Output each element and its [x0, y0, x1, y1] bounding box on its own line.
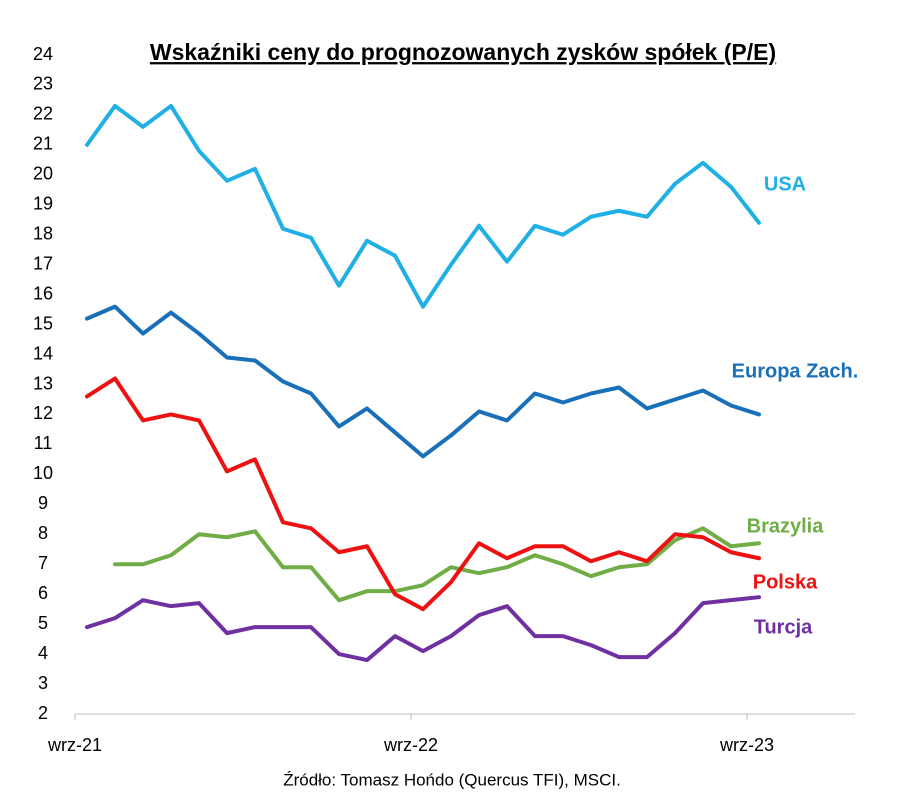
y-tick-label: 22 — [33, 104, 53, 124]
y-tick-label: 12 — [33, 403, 53, 423]
series-line — [85, 376, 761, 612]
y-tick-label: 16 — [33, 283, 53, 303]
y-tick-label: 23 — [33, 74, 53, 94]
y-tick-label: 24 — [33, 44, 53, 64]
y-tick-label: 3 — [38, 673, 48, 693]
x-tick-label: wrz-23 — [719, 735, 774, 755]
series-line — [85, 304, 761, 459]
series-line — [85, 595, 761, 663]
x-tick-label: wrz-21 — [47, 735, 102, 755]
y-tick-label: 11 — [34, 433, 53, 453]
source-note: Źródło: Tomasz Hońdo (Quercus TFI), MSCI… — [283, 770, 621, 789]
y-tick-label: 6 — [38, 583, 48, 603]
series-label: USA — [764, 173, 806, 195]
series-line — [85, 103, 761, 309]
y-tick-label: 8 — [38, 523, 48, 543]
series-label: Polska — [753, 571, 818, 593]
y-tick-label: 5 — [38, 613, 48, 633]
y-tick-label: 10 — [33, 463, 53, 483]
y-tick-label: 18 — [33, 223, 53, 243]
y-tick-label: 13 — [33, 373, 53, 393]
y-tick-label: 9 — [38, 493, 48, 513]
y-tick-label: 14 — [33, 343, 53, 363]
series-label: Brazylia — [747, 515, 825, 537]
y-tick-label: 21 — [33, 134, 53, 154]
chart-title: Wskaźniki ceny do prognozowanych zysków … — [150, 39, 776, 65]
y-tick-label: 4 — [38, 643, 48, 663]
y-tick-label: 15 — [33, 313, 53, 333]
y-tick-label: 7 — [38, 553, 48, 573]
x-tick-label: wrz-22 — [383, 735, 438, 755]
y-tick-label: 2 — [38, 703, 48, 723]
y-tick-label: 17 — [33, 253, 53, 273]
series-label: Turcja — [754, 616, 813, 638]
y-tick-label: 20 — [33, 164, 53, 184]
series-line — [113, 526, 761, 603]
series-label: Europa Zach. — [732, 360, 859, 382]
y-tick-label: 19 — [33, 194, 53, 214]
